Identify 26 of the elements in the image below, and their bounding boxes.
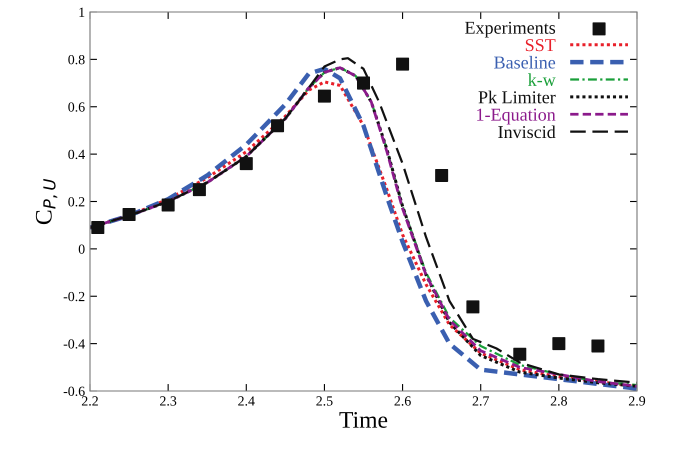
y-tick-label: 0.8 <box>68 54 85 64</box>
y-tick-label: 0.4 <box>68 150 85 160</box>
x-tick-label: 2.9 <box>628 396 646 406</box>
y-tick-label: -0.6 <box>64 386 85 396</box>
y-tick-label: 0.2 <box>68 197 84 207</box>
y-tick-label: 1 <box>79 8 84 17</box>
legend-label: Experiments <box>465 22 556 38</box>
legend-label: Pk Limiter <box>478 90 556 104</box>
legend-label: 1-Equation <box>477 108 556 124</box>
x-axis-title: Time <box>339 412 388 428</box>
y-tick-label: 0 <box>78 244 85 254</box>
x-tick-label: 2.8 <box>550 396 568 406</box>
legend-label: Baseline <box>494 56 556 69</box>
y-tick-label: -0.2 <box>64 292 84 302</box>
legend-label: k-w <box>528 73 556 86</box>
x-tick-label: 2.4 <box>238 396 255 406</box>
y-axis-title: C$_{P,U}$ <box>36 178 58 224</box>
y-tick-label: -0.4 <box>64 339 85 349</box>
x-tick-label: 2.5 <box>316 396 333 406</box>
x-tick-label: 2.7 <box>472 396 489 406</box>
legend-label: Inviscid <box>498 125 556 138</box>
x-tick-label: 2.6 <box>394 396 411 406</box>
legend-label: SST <box>526 39 556 52</box>
y-tick-label: 0.6 <box>68 102 85 112</box>
x-tick-label: 2.2 <box>82 396 98 406</box>
x-tick-label: 2.3 <box>160 396 176 406</box>
